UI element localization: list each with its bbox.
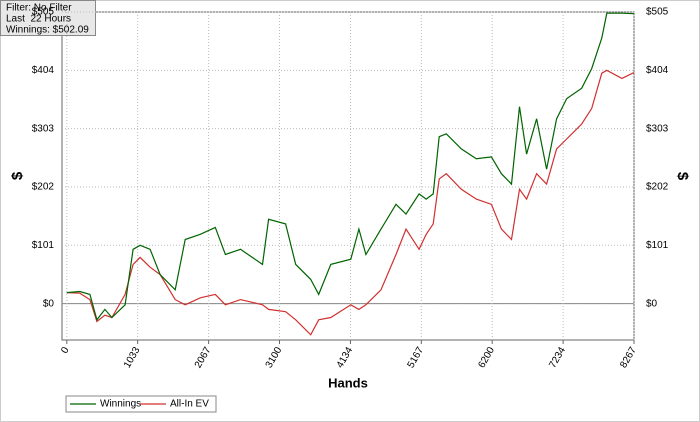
info-line: Last 22 Hours: [6, 14, 71, 25]
y2-tick-label: $0: [646, 298, 658, 309]
y-tick-label: $0: [43, 298, 55, 309]
y2-tick-label: $202: [646, 182, 669, 193]
y-tick-label: $505: [32, 7, 55, 18]
y2-tick-label: $303: [646, 123, 669, 134]
x-tick-label: 0: [59, 345, 72, 356]
y-tick-label: $303: [32, 123, 55, 134]
legend-label: Winnings: [100, 399, 141, 410]
y-tick-label: $404: [32, 65, 55, 76]
plot-area: [61, 11, 635, 341]
y-tick-label: $202: [32, 182, 55, 193]
x-axis-label: Hands: [328, 375, 368, 390]
y-tick-label: $101: [32, 240, 55, 251]
y-axis-label: $: [9, 171, 26, 180]
legend-label: All-In EV: [170, 399, 209, 410]
series-line: [66, 12, 635, 322]
info-line: Filter: No Filter: [6, 3, 72, 14]
y2-tick-label: $505: [646, 7, 669, 18]
y2-tick-label: $101: [646, 240, 669, 251]
series-line: [66, 69, 635, 336]
info-box: [0, 0, 96, 36]
y2-tick-label: $404: [646, 65, 669, 76]
y2-axis-label: $: [674, 172, 691, 181]
info-line: Winnings: $502.09: [6, 25, 89, 36]
